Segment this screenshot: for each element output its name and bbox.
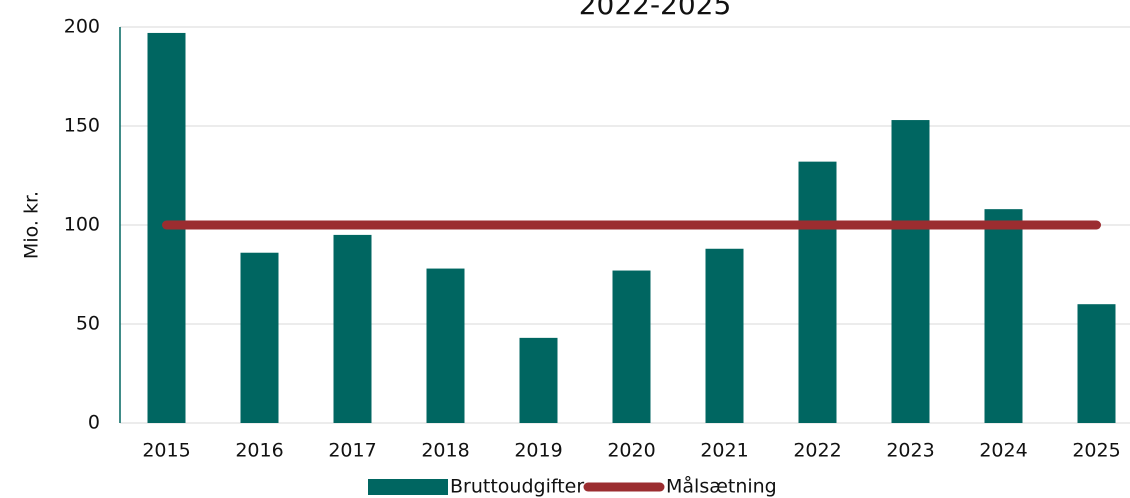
x-tick-label: 2021 xyxy=(700,440,748,462)
legend-label: Målsætning xyxy=(666,475,777,498)
legend-swatch xyxy=(368,479,448,495)
bar xyxy=(519,337,558,423)
bar xyxy=(705,248,744,423)
legend-label: Bruttoudgifter xyxy=(450,476,584,498)
x-tick-label: 2015 xyxy=(142,440,190,462)
y-tick-label: 0 xyxy=(88,412,100,434)
x-tick-label: 2023 xyxy=(886,440,934,462)
chart-title: 2022-2025 xyxy=(579,0,732,21)
y-tick-label: 200 xyxy=(64,16,100,38)
bar xyxy=(426,268,465,423)
bar xyxy=(1077,304,1116,423)
y-tick-label: 50 xyxy=(76,313,100,335)
x-tick-label: 2019 xyxy=(514,440,562,462)
x-tick-label: 2022 xyxy=(793,440,841,462)
x-tick-label: 2017 xyxy=(328,440,376,462)
y-tick-label: 100 xyxy=(64,214,100,236)
y-axis-label: Mio. kr. xyxy=(21,191,43,259)
bar xyxy=(798,161,837,423)
bar xyxy=(612,270,651,423)
x-tick-label: 2020 xyxy=(607,440,655,462)
x-tick-label: 2024 xyxy=(979,440,1027,462)
bar xyxy=(984,209,1023,423)
bar xyxy=(240,252,279,423)
y-tick-label: 150 xyxy=(64,115,100,137)
bar xyxy=(891,120,930,423)
bar xyxy=(333,234,372,423)
x-tick-label: 2025 xyxy=(1072,440,1120,462)
x-tick-label: 2016 xyxy=(235,440,283,462)
x-tick-label: 2018 xyxy=(421,440,469,462)
